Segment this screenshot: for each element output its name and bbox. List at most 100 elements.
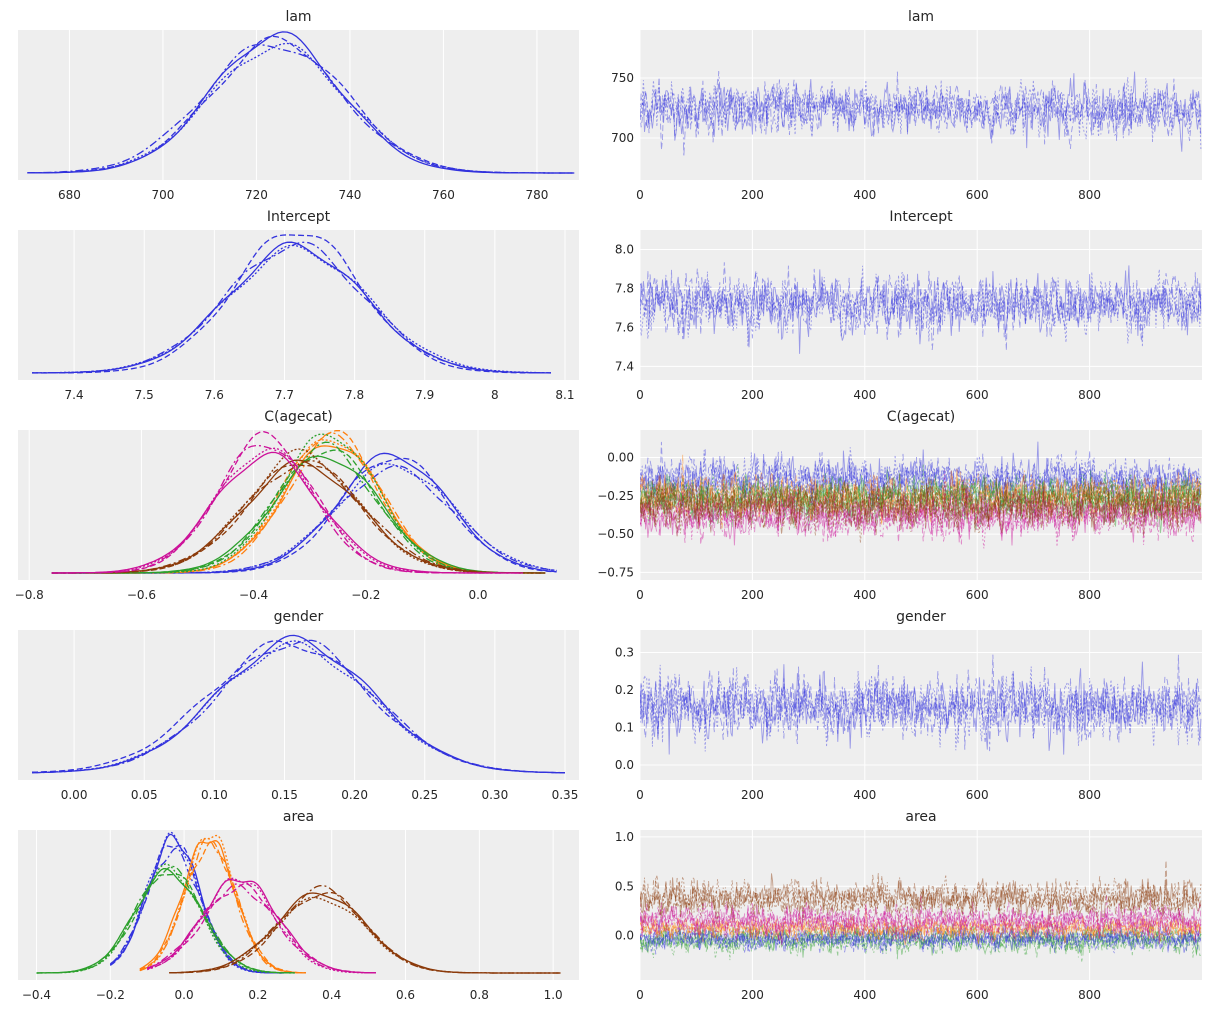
trace-panel-2: C(agecat) 0 200 400 600 800 −0.75 −0.50 −0.25 0.0… — [597, 409, 1202, 602]
density-line-lam-chain-1 — [27, 35, 575, 174]
plot-area — [640, 830, 1202, 980]
trace-line-agecat[2]-chain-0 — [640, 441, 1202, 513]
x-tick-label: 7.6 — [205, 388, 224, 402]
trace-line-area[5]-chain-1 — [640, 860, 1202, 924]
x-tick-label: 8 — [491, 388, 499, 402]
x-tick-label: 200 — [741, 988, 764, 1002]
x-tick-label: 800 — [1078, 588, 1101, 602]
x-tick-label: 0.6 — [396, 988, 415, 1002]
density-line-Intercept-chain-3 — [32, 244, 551, 374]
panel-title: area — [905, 809, 936, 825]
trace-line-Intercept-chain-3 — [640, 265, 1202, 347]
density-line-agecat[5]-chain-2 — [51, 460, 546, 574]
x-tick-label: 600 — [966, 588, 989, 602]
plot-area — [640, 230, 1202, 380]
y-tick-label: 1.0 — [615, 830, 634, 844]
density-line-agecat[4]-chain-1 — [74, 449, 546, 574]
x-tick-label: 800 — [1078, 188, 1101, 202]
panel-title: gender — [274, 609, 324, 625]
trace-line-area[3]-chain-2 — [640, 914, 1202, 943]
trace-line-agecat[4]-chain-1 — [640, 470, 1202, 531]
x-tick-label: 600 — [966, 188, 989, 202]
plot-area — [640, 630, 1202, 780]
trace-line-area[5]-chain-0 — [640, 873, 1202, 924]
trace-line-agecat[5]-chain-2 — [640, 476, 1202, 533]
x-tick-label: 0.4 — [322, 988, 341, 1002]
y-tick-label: 8.0 — [615, 242, 634, 256]
trace-line-lam-chain-2 — [640, 70, 1202, 157]
trace-line-area[4]-chain-1 — [640, 922, 1201, 962]
x-tick-label: 7.9 — [415, 388, 434, 402]
trace-line-gender-chain-1 — [640, 654, 1202, 750]
x-tick-label: −0.2 — [351, 588, 380, 602]
x-tick-label: 0.10 — [201, 788, 228, 802]
density-line-agecat[5]-chain-3 — [51, 448, 546, 574]
x-tick-label: 0.30 — [481, 788, 508, 802]
trace-line-area[2]-chain-2 — [640, 922, 1202, 953]
panel-title: Intercept — [889, 209, 953, 225]
x-tick-label: 780 — [525, 188, 548, 202]
density-line-agecat[4]-chain-0 — [74, 455, 546, 574]
density-line-agecat[6]-chain-3 — [51, 447, 523, 574]
plot-area — [18, 430, 579, 580]
density-panel-0: lam 680 700 720 740 760 780 — [18, 9, 579, 202]
trace-lines — [640, 860, 1202, 962]
x-tick-label: 800 — [1078, 788, 1101, 802]
trace-line-area[6]-chain-3 — [640, 900, 1202, 943]
density-line-gender-chain-3 — [31, 640, 565, 774]
y-tick-label: 0.0 — [615, 758, 634, 772]
trace-line-area[2]-chain-1 — [640, 923, 1202, 955]
trace-lines — [640, 654, 1202, 755]
density-line-area[2]-chain-2 — [109, 847, 284, 974]
trace-lines — [640, 262, 1202, 354]
x-tick-label: 200 — [741, 788, 764, 802]
x-tick-label: 200 — [741, 388, 764, 402]
x-tick-label: 7.5 — [135, 388, 154, 402]
trace-line-agecat[3]-chain-0 — [640, 468, 1202, 525]
panel-title: area — [283, 809, 314, 825]
density-panel-3: gender 0.00 0.05 0.10 0.15 0.20 0.25 0.30 0.35 — [18, 609, 579, 802]
x-tick-label: 400 — [853, 988, 876, 1002]
trace-line-agecat[4]-chain-2 — [640, 468, 1202, 531]
x-tick-label: 400 — [853, 788, 876, 802]
density-line-Intercept-chain-1 — [32, 234, 552, 374]
trace-panel-1: Intercept 0 200 400 600 800 7.4 7.6 7.8 8.0 — [615, 209, 1202, 402]
density-line-area[6]-chain-3 — [147, 877, 376, 974]
trace-line-agecat[5]-chain-1 — [640, 473, 1202, 537]
x-tick-label: 0.2 — [248, 988, 267, 1002]
trace-line-agecat[2]-chain-2 — [640, 449, 1202, 514]
trace-line-lam-chain-0 — [640, 71, 1202, 152]
density-line-area[3]-chain-3 — [139, 834, 306, 974]
x-tick-label: 0.05 — [131, 788, 158, 802]
y-tick-label: 0.3 — [615, 646, 634, 660]
x-tick-label: 720 — [245, 188, 268, 202]
trace-line-Intercept-chain-0 — [640, 265, 1202, 354]
x-tick-label: 0.0 — [468, 588, 487, 602]
density-line-area[5]-chain-3 — [169, 896, 561, 974]
y-tick-label: 7.4 — [615, 359, 634, 373]
y-tick-label: 0.00 — [607, 451, 634, 465]
trace-line-area[3]-chain-0 — [640, 905, 1202, 946]
trace-line-agecat[6]-chain-2 — [640, 488, 1202, 545]
trace-line-gender-chain-3 — [640, 664, 1202, 752]
x-tick-label: 600 — [966, 388, 989, 402]
trace-line-agecat[2]-chain-1 — [640, 441, 1202, 514]
density-panel-1: Intercept 7.4 7.5 7.6 7.7 7.8 7.9 8 8.1 — [18, 209, 579, 402]
trace-line-area[5]-chain-3 — [640, 874, 1202, 924]
x-tick-label: 0 — [636, 788, 644, 802]
x-tick-label: 800 — [1078, 388, 1101, 402]
x-tick-label: 1.0 — [544, 988, 563, 1002]
x-tick-label: −0.8 — [15, 588, 44, 602]
y-tick-label: 0.5 — [615, 879, 634, 893]
trace-line-agecat[6]-chain-3 — [640, 470, 1202, 549]
trace-line-area[3]-chain-1 — [640, 913, 1202, 943]
y-tick-label: 750 — [611, 71, 634, 85]
density-line-area[2]-chain-1 — [109, 844, 284, 974]
x-tick-label: 0 — [636, 188, 644, 202]
trace-lines — [640, 441, 1202, 549]
trace-line-gender-chain-2 — [640, 666, 1202, 752]
trace-line-area[4]-chain-0 — [640, 922, 1202, 958]
x-tick-label: 600 — [966, 988, 989, 1002]
x-tick-label: 680 — [58, 188, 81, 202]
